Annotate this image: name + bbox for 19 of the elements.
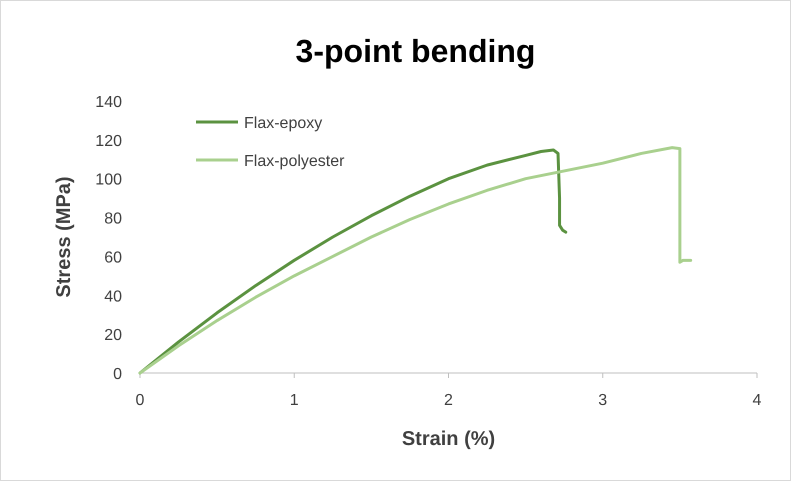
x-tick-label: 0 [136,392,145,409]
legend-label: Flax-epoxy [244,115,322,132]
line-series [138,146,692,374]
y-axis-title: Stress (MPa) [53,176,75,298]
y-tick-label: 120 [95,132,122,150]
x-tick-label: 3 [598,392,608,409]
chart-title: 3-point bending [296,33,536,69]
x-tick-label: 4 [752,392,762,409]
y-tick-label: 140 [95,94,122,111]
y-tick-label: 100 [95,172,122,189]
x-axis-title: Strain (%) [402,428,496,450]
x-tick-label: 2 [444,392,454,409]
y-tick-label: 0 [113,366,122,383]
y-tick-label: 80 [104,210,122,228]
y-tick-label: 20 [104,327,122,344]
y-tick-label: 40 [104,288,122,306]
y-tick-label: 60 [104,249,122,266]
legend-label: Flax-polyester [244,153,346,170]
x-tick-label: 1 [290,392,299,409]
